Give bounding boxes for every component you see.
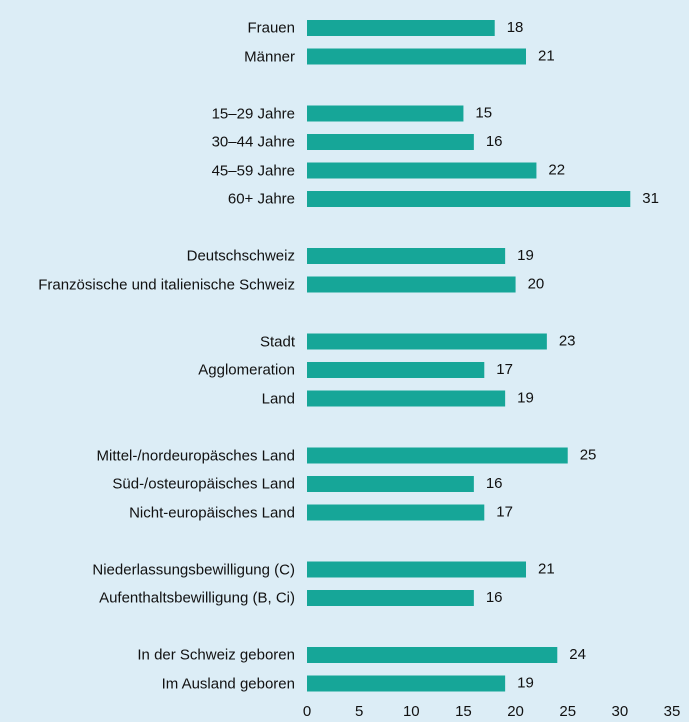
bar xyxy=(307,561,526,578)
y-tick-label: Deutschschweiz xyxy=(186,247,295,265)
x-tick-label: 0 xyxy=(303,703,311,720)
bar xyxy=(307,647,558,663)
x-tick-label: 20 xyxy=(507,703,524,720)
bar xyxy=(307,504,485,521)
value-label: 21 xyxy=(538,560,555,577)
value-label: 19 xyxy=(517,247,534,264)
value-label: 18 xyxy=(507,19,524,36)
y-tick-label: Nicht-europäisches Land xyxy=(129,504,295,521)
y-tick-label: Süd-/osteuropäisches Land xyxy=(112,475,295,493)
y-tick-label: 60+ Jahre xyxy=(227,190,295,208)
value-label: 20 xyxy=(528,275,545,292)
y-tick-label: Im Ausland geboren xyxy=(161,675,295,692)
y-tick-label: Aufenthaltsbewilligung (B, Ci) xyxy=(99,589,295,607)
bar xyxy=(307,134,474,150)
y-tick-label: 45–59 Jahre xyxy=(211,162,295,179)
bar xyxy=(307,362,485,378)
bar xyxy=(307,191,631,207)
x-tick-label: 15 xyxy=(455,703,472,720)
y-tick-label: Frauen xyxy=(247,19,295,37)
x-tick-label: 10 xyxy=(403,703,420,720)
value-label: 31 xyxy=(642,190,659,207)
x-tick-label: 25 xyxy=(559,703,576,720)
y-tick-label: Land xyxy=(261,390,295,407)
value-label: 21 xyxy=(538,47,555,64)
bar xyxy=(307,333,547,350)
x-tick-label: 30 xyxy=(612,703,629,720)
y-tick-label: Französische und italienische Schweiz xyxy=(38,276,295,293)
x-tick-label: 35 xyxy=(664,703,681,720)
value-label: 19 xyxy=(517,389,534,406)
value-label: 16 xyxy=(486,133,503,150)
bar xyxy=(307,162,537,179)
bar xyxy=(307,105,464,122)
y-tick-label: Stadt xyxy=(259,333,295,350)
value-label: 22 xyxy=(548,161,565,178)
y-tick-label: Männer xyxy=(244,48,295,65)
value-label: 16 xyxy=(486,475,503,492)
bar xyxy=(307,276,516,293)
value-label: 23 xyxy=(559,332,576,349)
x-tick-label: 5 xyxy=(355,703,363,720)
bar xyxy=(307,248,506,264)
bar xyxy=(307,390,506,407)
value-label: 24 xyxy=(569,646,586,663)
bar xyxy=(307,48,526,65)
y-tick-label: Agglomeration xyxy=(198,361,295,379)
y-tick-label: Niederlassungsbewilligung (C) xyxy=(92,561,295,578)
bar xyxy=(307,675,506,692)
value-label: 19 xyxy=(517,674,534,691)
y-tick-label: In der Schweiz geboren xyxy=(137,646,295,664)
bar xyxy=(307,447,568,464)
y-tick-label: 15–29 Jahre xyxy=(211,105,295,122)
y-tick-label: Mittel-/nordeuropäsches Land xyxy=(96,447,295,464)
value-label: 17 xyxy=(496,361,513,378)
value-label: 16 xyxy=(486,589,503,606)
bar xyxy=(307,20,495,36)
bar xyxy=(307,590,474,606)
value-label: 17 xyxy=(496,503,513,520)
value-label: 25 xyxy=(580,446,597,463)
y-tick-label: 30–44 Jahre xyxy=(211,133,295,151)
value-label: 15 xyxy=(475,104,492,121)
bar xyxy=(307,476,474,492)
